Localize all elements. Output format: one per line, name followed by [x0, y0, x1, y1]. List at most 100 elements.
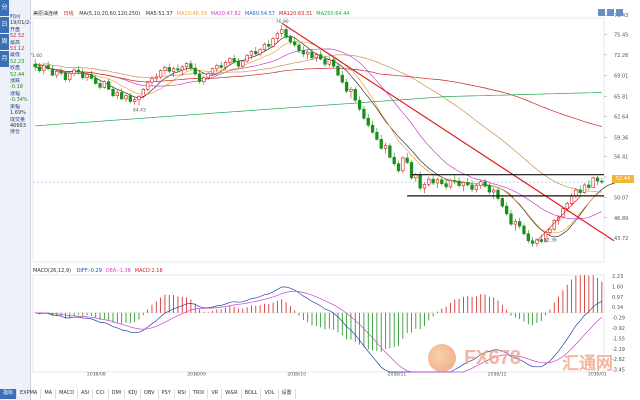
candle-body[interactable] [362, 108, 366, 119]
candle-body[interactable] [107, 81, 111, 90]
candle-body[interactable] [448, 180, 453, 188]
candle-body[interactable] [228, 58, 232, 63]
candle-body[interactable] [574, 189, 578, 197]
candle-body[interactable] [591, 177, 595, 188]
candle-body[interactable] [59, 70, 63, 74]
candle-body[interactable] [150, 78, 154, 83]
candle-body[interactable] [171, 68, 176, 72]
candle-body[interactable] [293, 41, 297, 46]
candle-body[interactable] [167, 67, 171, 72]
candle-body[interactable] [184, 63, 189, 68]
candle-body[interactable] [219, 65, 223, 68]
indicator-tab[interactable]: PSY [159, 389, 175, 399]
candle-body[interactable] [336, 65, 340, 76]
candle-body[interactable] [154, 76, 158, 79]
indicator-tab[interactable]: EXPMA [17, 389, 42, 399]
candle-body[interactable] [565, 203, 569, 210]
candle-body[interactable] [267, 44, 271, 47]
indicator-tab[interactable]: TRIX [190, 389, 209, 399]
candle-body[interactable] [353, 88, 357, 101]
indicator-tab[interactable]: VOL [261, 389, 279, 399]
candle-body[interactable] [301, 50, 306, 55]
candle-body[interactable] [409, 162, 414, 179]
period-tab[interactable]: 日线 [0, 17, 9, 33]
candle-body[interactable] [145, 81, 150, 90]
candle-body[interactable] [509, 213, 513, 225]
candle-body[interactable] [284, 29, 288, 38]
indicator-tab[interactable]: ASI [78, 389, 94, 399]
candle-body[interactable] [569, 195, 574, 204]
candle-body[interactable] [89, 74, 94, 79]
indicator-tab[interactable]: VR [208, 389, 223, 399]
candle-body[interactable] [68, 72, 72, 80]
candle-body[interactable] [357, 99, 362, 110]
candle-body[interactable] [340, 74, 344, 83]
window-close-icon[interactable] [616, 9, 623, 16]
candle-body[interactable] [319, 54, 323, 60]
period-tabs[interactable]: 分时日线周线月线 [0, 0, 9, 68]
indicator-tab[interactable]: 指标 [0, 389, 18, 399]
candle-body[interactable] [505, 205, 509, 215]
candle-body[interactable] [85, 74, 89, 79]
candle-body[interactable] [193, 67, 197, 75]
period-tab[interactable]: 分时 [0, 0, 9, 16]
candle-body[interactable] [215, 65, 219, 70]
indicator-tab[interactable]: W&R [222, 389, 242, 399]
candle-body[interactable] [530, 240, 535, 244]
candle-body[interactable] [431, 178, 435, 184]
candle-body[interactable] [33, 63, 37, 68]
indicator-tab[interactable]: MACD [56, 389, 79, 399]
candle-body[interactable] [548, 228, 552, 233]
period-tab[interactable]: 周线 [0, 34, 9, 50]
candle-body[interactable] [539, 239, 543, 242]
candle-body[interactable] [81, 71, 85, 79]
candle-body[interactable] [288, 36, 293, 43]
candle-body[interactable] [258, 49, 262, 55]
candle-body[interactable] [388, 145, 392, 158]
candle-body[interactable] [111, 88, 115, 96]
candle-body[interactable] [444, 183, 448, 188]
candle-body[interactable] [427, 178, 431, 185]
candle-body[interactable] [158, 70, 163, 78]
candle-body[interactable] [249, 51, 254, 56]
candle-body[interactable] [232, 58, 236, 62]
candle-body[interactable] [466, 182, 470, 186]
candle-body[interactable] [271, 38, 275, 47]
candle-body[interactable] [370, 124, 375, 133]
candle-body[interactable] [487, 185, 492, 193]
candle-body[interactable] [435, 179, 440, 184]
candle-body[interactable] [535, 239, 539, 244]
candle-body[interactable] [392, 157, 396, 165]
candle-body[interactable] [280, 29, 284, 34]
candle-body[interactable] [461, 182, 466, 186]
candle-body[interactable] [210, 68, 215, 74]
candle-body[interactable] [396, 163, 401, 172]
indicator-tabs[interactable]: 指标 EXPMA MA MACD ASI CCI DMI KDJ OBV PSY RSI TRIX VR… [0, 389, 296, 399]
candle-body[interactable] [189, 63, 193, 69]
candle-body[interactable] [94, 78, 98, 84]
candle-body[interactable] [55, 70, 59, 76]
candle-body[interactable] [163, 67, 167, 71]
candle-body[interactable] [37, 66, 42, 71]
candle-body[interactable] [306, 51, 310, 55]
candle-body[interactable] [453, 180, 457, 182]
candle-body[interactable] [275, 33, 280, 39]
indicator-tab[interactable]: KDJ [125, 389, 141, 399]
candle-body[interactable] [500, 198, 504, 207]
candle-body[interactable] [76, 69, 81, 73]
candle-body[interactable] [310, 51, 314, 59]
candle-body[interactable] [375, 131, 379, 140]
indicator-tab[interactable]: BOLL [242, 389, 262, 399]
candle-body[interactable] [120, 92, 124, 100]
candle-body[interactable] [115, 92, 119, 96]
window-restore-icon[interactable] [607, 9, 614, 16]
candle-body[interactable] [383, 145, 388, 149]
candle-body[interactable] [241, 60, 245, 67]
window-min-icon[interactable] [598, 9, 605, 16]
candle-body[interactable] [470, 184, 474, 190]
candle-body[interactable] [133, 99, 137, 102]
candle-body[interactable] [496, 189, 500, 199]
indicator-tab[interactable]: OBV [141, 389, 159, 399]
candle-body[interactable] [197, 73, 202, 82]
period-tab[interactable]: 月线 [0, 51, 9, 67]
